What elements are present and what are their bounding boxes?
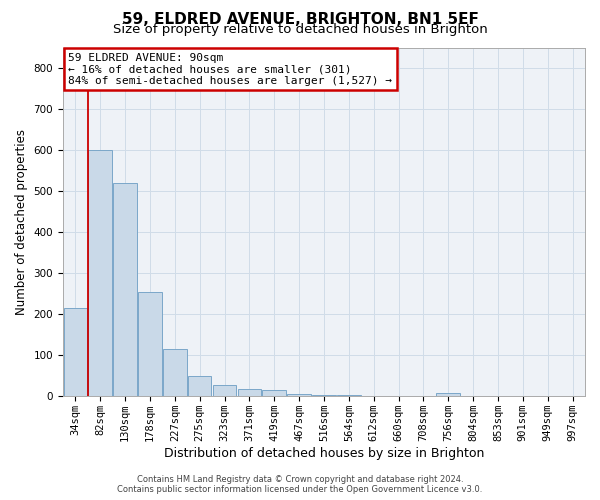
Bar [312, 395, 336, 396]
Bar [88, 150, 112, 396]
Bar [287, 394, 311, 396]
Bar [262, 390, 286, 396]
X-axis label: Distribution of detached houses by size in Brighton: Distribution of detached houses by size … [164, 447, 484, 460]
Bar [188, 376, 211, 396]
Bar [163, 349, 187, 397]
Bar [138, 292, 162, 397]
Bar [64, 308, 87, 396]
Text: 59 ELDRED AVENUE: 90sqm
← 16% of detached houses are smaller (301)
84% of semi-d: 59 ELDRED AVENUE: 90sqm ← 16% of detache… [68, 52, 392, 86]
Text: Size of property relative to detached houses in Brighton: Size of property relative to detached ho… [113, 24, 487, 36]
Bar [436, 393, 460, 396]
Bar [113, 183, 137, 396]
Bar [238, 389, 261, 396]
Y-axis label: Number of detached properties: Number of detached properties [15, 129, 28, 315]
Text: 59, ELDRED AVENUE, BRIGHTON, BN1 5EF: 59, ELDRED AVENUE, BRIGHTON, BN1 5EF [122, 12, 478, 28]
Text: Contains HM Land Registry data © Crown copyright and database right 2024.
Contai: Contains HM Land Registry data © Crown c… [118, 474, 482, 494]
Bar [212, 385, 236, 396]
